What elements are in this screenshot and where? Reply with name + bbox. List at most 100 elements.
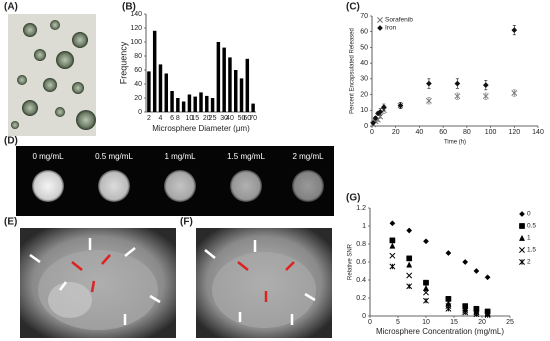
bar xyxy=(222,47,226,112)
point xyxy=(454,80,461,87)
x-tick-label: 10 xyxy=(186,115,194,122)
point xyxy=(425,80,432,87)
y-tick-label: 0 xyxy=(364,123,368,130)
point xyxy=(423,289,429,296)
bar xyxy=(164,73,168,112)
y-tick-label: 40 xyxy=(360,60,368,67)
legend-marker xyxy=(518,234,526,241)
point xyxy=(422,284,430,291)
legend-label: 0.5 xyxy=(527,223,536,230)
legend-marker xyxy=(377,17,383,23)
y-tick-label: 1.2 xyxy=(356,205,366,212)
x-tick-label: 25 xyxy=(209,115,217,122)
legend-marker xyxy=(519,247,525,253)
bar xyxy=(239,78,244,112)
y-tick-label: 0 xyxy=(138,109,142,116)
point xyxy=(372,115,379,122)
y-tick-label: 30 xyxy=(360,76,368,83)
x-tick-label: 30 xyxy=(220,115,228,122)
point xyxy=(462,259,469,265)
y-tick-label: 140 xyxy=(130,11,142,18)
x-tick-label: 25 xyxy=(506,319,514,326)
x-tick-label: 100 xyxy=(485,129,497,136)
y-tick-label: 20 xyxy=(360,91,368,98)
y-tick-label: 0 xyxy=(362,313,366,320)
point xyxy=(406,272,413,279)
y-tick-label: 120 xyxy=(130,25,142,32)
bar xyxy=(228,57,232,112)
legend-marker xyxy=(519,223,525,229)
phantom-label: 0 mg/mL xyxy=(32,152,64,161)
bar xyxy=(210,98,215,112)
legend-marker xyxy=(377,25,383,31)
x-tick-label: 5 xyxy=(396,319,400,326)
bar xyxy=(234,70,238,112)
x-tick-label: 120 xyxy=(508,129,520,136)
panel-label: (F) xyxy=(180,217,193,228)
y-tick-label: 0.4 xyxy=(356,277,366,284)
x-tick-label: 40 xyxy=(416,129,424,136)
panel-label: (C) xyxy=(346,2,360,13)
point xyxy=(406,261,413,268)
bar xyxy=(245,58,250,112)
phantom-label: 2 mg/mL xyxy=(292,152,324,161)
bar xyxy=(176,98,180,112)
panel-label: (D) xyxy=(4,136,18,147)
point xyxy=(484,312,491,319)
y-tick-label: 80 xyxy=(134,53,142,60)
x-tick-label: 8 xyxy=(176,115,180,122)
legend-marker xyxy=(519,259,525,265)
x-axis-label: Time (h) xyxy=(444,140,466,146)
y-tick-label: 60 xyxy=(360,29,368,36)
point xyxy=(380,104,387,111)
point xyxy=(454,93,461,100)
x-tick-label: 80 xyxy=(463,129,471,136)
x-tick-label: 60 xyxy=(243,115,251,122)
point xyxy=(482,82,489,89)
point xyxy=(389,220,396,227)
panel-label: (A) xyxy=(4,2,18,13)
panel-label: (B) xyxy=(122,2,136,13)
x-tick-label: 4 xyxy=(159,115,163,122)
phantom-label: 1.5 mg/mL xyxy=(227,152,265,161)
x-tick-label: 15 xyxy=(191,115,199,122)
y-tick-label: 20 xyxy=(134,95,142,102)
point xyxy=(511,90,518,96)
point xyxy=(445,250,452,256)
legend-marker xyxy=(519,211,525,217)
y-tick-label: 0.6 xyxy=(356,259,366,266)
point xyxy=(423,238,429,245)
point xyxy=(462,309,469,316)
y-tick-label: 0.2 xyxy=(356,295,366,302)
bar xyxy=(152,30,157,112)
point xyxy=(389,242,396,249)
x-tick-label: 10 xyxy=(422,319,430,326)
x-tick-label: 20 xyxy=(392,129,400,136)
point xyxy=(445,303,452,310)
y-axis-label: Frequency xyxy=(118,41,128,84)
y-tick-label: 10 xyxy=(360,107,368,114)
point xyxy=(406,227,413,234)
bar xyxy=(205,95,209,112)
x-axis-label: Microsphere Concentration (mg/mL) xyxy=(376,327,504,336)
x-axis-label: Microsphere Diameter (μm) xyxy=(152,124,250,133)
legend-label: Sorafenib xyxy=(385,17,413,24)
x-tick-label: 2 xyxy=(147,115,151,122)
point xyxy=(482,93,489,100)
y-axis-label: Percent Encapsulated Released xyxy=(350,28,356,114)
x-tick-label: 140 xyxy=(532,129,544,136)
legend-label: 1.5 xyxy=(527,247,536,254)
x-tick-label: 20 xyxy=(478,319,486,326)
bar xyxy=(199,92,203,112)
phantom-image xyxy=(16,146,334,216)
y-tick-label: 40 xyxy=(134,81,142,88)
x-tick-label: 60 xyxy=(439,129,447,136)
phantom-label: 0.5 mg/mL xyxy=(95,152,133,161)
legend-label: 2 xyxy=(527,259,531,266)
point xyxy=(473,311,480,318)
y-tick-label: 70 xyxy=(360,13,368,20)
point xyxy=(445,296,452,302)
x-tick-label: 20 xyxy=(203,115,211,122)
bar xyxy=(193,96,197,112)
legend-label: Iron xyxy=(385,25,397,32)
